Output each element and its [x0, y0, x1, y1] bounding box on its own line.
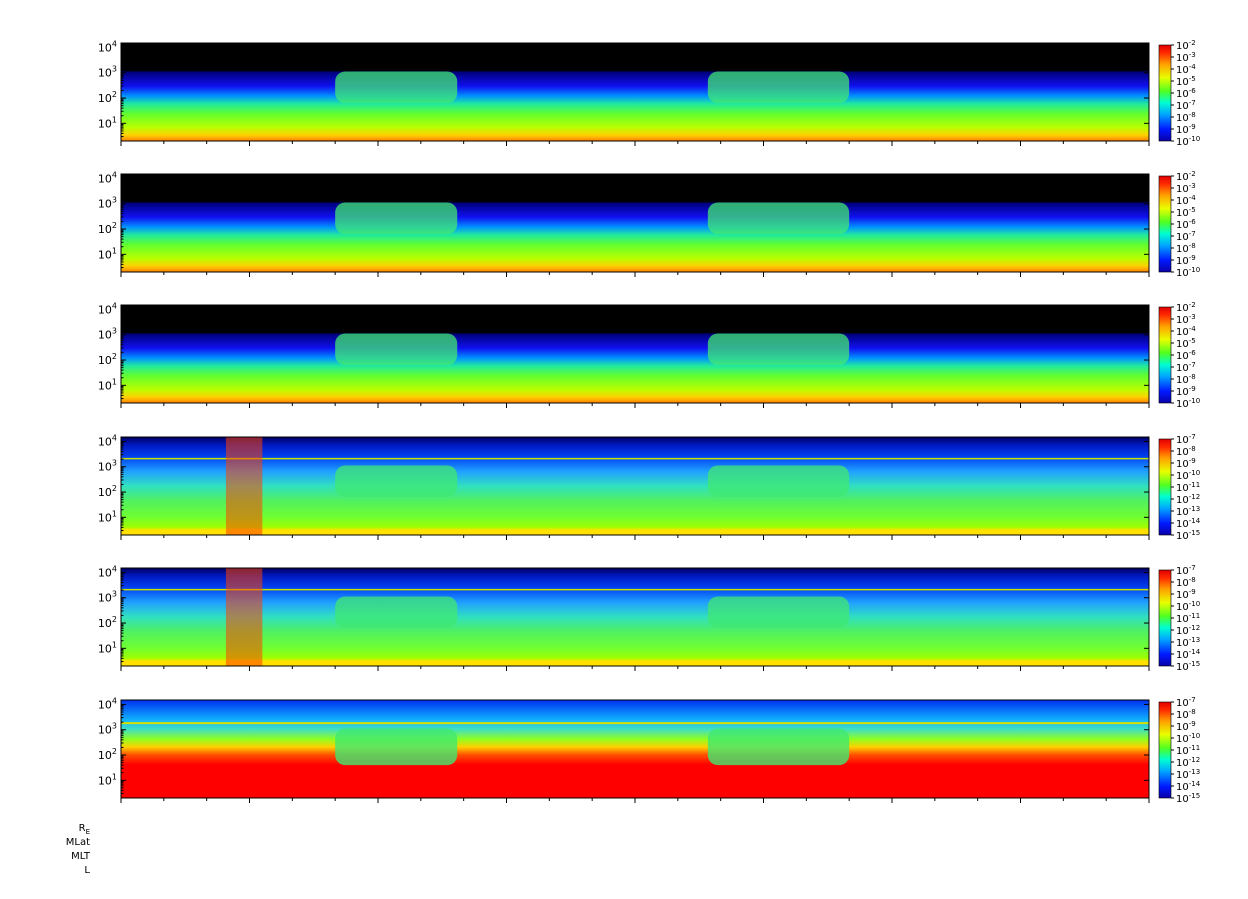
y-tick-label: 102	[98, 747, 117, 762]
y-tick-label: 102	[98, 90, 117, 105]
ephemeris-label: MLT	[71, 851, 91, 862]
spectrogram-image	[121, 568, 1149, 666]
line-emission	[121, 588, 1149, 591]
y-tick-label: 104	[98, 433, 117, 448]
colorbar	[1158, 569, 1172, 667]
y-tick-label: 103	[98, 590, 117, 605]
panel-1: 10410310210110-210-310-410-510-610-710-8…	[98, 170, 1200, 279]
ephemeris-label: RE	[79, 823, 90, 836]
y-tick-label: 103	[98, 459, 117, 474]
emission-region-0	[335, 333, 458, 366]
line-emission	[121, 722, 1149, 725]
y-tick-label: 101	[98, 115, 117, 130]
y-tick-label: 104	[98, 696, 117, 711]
y-tick-label: 103	[98, 327, 117, 342]
emission-region-1	[707, 333, 850, 366]
emission-region-0	[335, 596, 458, 629]
emission-region-1	[707, 596, 850, 629]
y-tick-label: 102	[98, 352, 117, 367]
panel-5: 10410310210110-710-810-910-1010-1110-121…	[98, 696, 1201, 805]
colorbar	[1158, 438, 1172, 536]
y-tick-label: 101	[98, 377, 117, 392]
y-tick-label: 104	[98, 39, 117, 54]
colorbar-tick-label: 10-10	[1176, 135, 1200, 148]
colorbar-tick-label: 10-10	[1176, 266, 1200, 279]
y-tick-label: 103	[98, 65, 117, 80]
emission-region-1	[707, 71, 850, 104]
emission-region-0	[335, 465, 458, 498]
emission-region-0	[335, 728, 458, 766]
spectrogram-image	[121, 174, 1149, 272]
panel-2: 10410310210110-210-310-410-510-610-710-8…	[98, 301, 1200, 410]
panel-4: 10410310210110-710-810-910-1010-1110-121…	[98, 564, 1201, 673]
y-tick-label: 104	[98, 170, 117, 185]
ephemeris-label: MLat	[66, 837, 90, 848]
spectrogram-image	[121, 437, 1149, 535]
y-tick-label: 104	[98, 564, 117, 579]
colorbar-tick-label: 10-15	[1176, 792, 1200, 805]
colorbar	[1158, 44, 1172, 142]
broadband-burst	[225, 437, 263, 535]
y-tick-label: 103	[98, 722, 117, 737]
colorbar-tick-label: 10-15	[1176, 660, 1200, 673]
colorbar-tick-label: 10-10	[1176, 397, 1200, 410]
line-emission	[121, 457, 1149, 460]
y-tick-label: 103	[98, 196, 117, 211]
panel-0: 10410310210110-210-310-410-510-610-710-8…	[98, 39, 1200, 148]
spectrogram-image	[121, 305, 1149, 403]
emission-region-1	[707, 465, 850, 498]
ephemeris-label: L	[84, 865, 90, 876]
panel-3: 10410310210110-710-810-910-1010-1110-121…	[98, 433, 1201, 542]
y-tick-label: 101	[98, 772, 117, 787]
y-tick-label: 102	[98, 221, 117, 236]
spectrogram-image	[121, 700, 1149, 798]
y-tick-label: 102	[98, 615, 117, 630]
y-tick-label: 101	[98, 246, 117, 261]
colorbar-tick-label: 10-15	[1176, 529, 1200, 542]
emission-region-1	[707, 202, 850, 235]
emission-region-0	[335, 202, 458, 235]
y-tick-label: 104	[98, 301, 117, 316]
y-tick-label: 101	[98, 509, 117, 524]
spectrogram-image	[121, 43, 1149, 141]
emission-region-0	[335, 71, 458, 104]
y-tick-label: 102	[98, 484, 117, 499]
emission-region-1	[707, 728, 850, 766]
broadband-burst	[225, 568, 263, 666]
y-tick-label: 101	[98, 640, 117, 655]
colorbar	[1158, 175, 1172, 273]
colorbar	[1158, 701, 1172, 799]
colorbar	[1158, 306, 1172, 404]
